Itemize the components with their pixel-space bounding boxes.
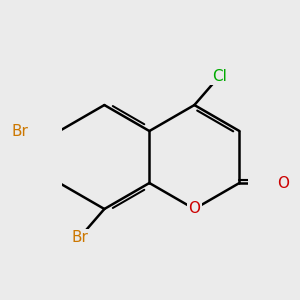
Text: Br: Br (71, 230, 88, 245)
Text: Br: Br (12, 124, 29, 139)
Text: O: O (188, 202, 200, 217)
Text: O: O (278, 176, 290, 190)
Text: Cl: Cl (212, 69, 226, 84)
